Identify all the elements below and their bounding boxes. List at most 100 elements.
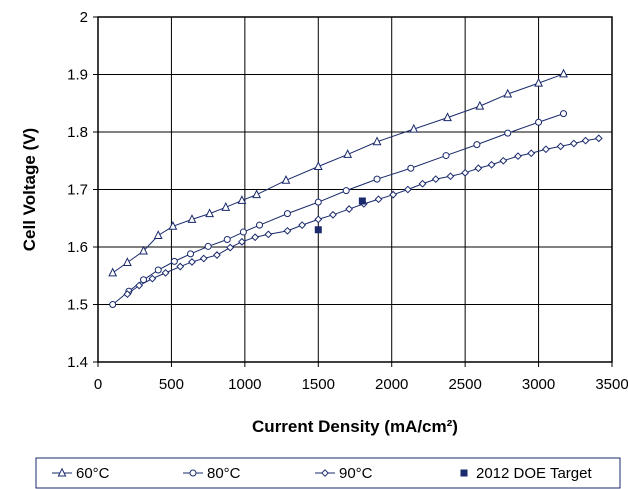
data-point	[148, 274, 157, 283]
y-tick-label: 1.6	[67, 239, 88, 256]
data-point	[431, 175, 440, 184]
data-point	[542, 145, 550, 154]
data-point	[123, 290, 132, 299]
y-tick-label: 1.8	[67, 124, 88, 141]
data-point	[204, 242, 212, 250]
series-90-c	[123, 134, 603, 299]
data-point	[559, 68, 568, 78]
data-point	[281, 174, 291, 184]
data-point	[514, 152, 522, 161]
series-line	[127, 137, 599, 295]
y-axis-title: Cell Voltage (V)	[20, 128, 39, 251]
data-point	[389, 190, 398, 199]
data-point	[153, 230, 163, 239]
legend-item-90-c: 90°C	[315, 465, 373, 482]
data-point	[499, 156, 508, 165]
data-point	[342, 187, 350, 195]
data-point	[556, 142, 565, 151]
data-point	[256, 221, 264, 229]
data-point	[283, 210, 291, 218]
y-tick-label: 2	[80, 9, 88, 26]
x-tick-label: 500	[159, 376, 184, 393]
data-point	[527, 149, 536, 158]
data-point	[535, 118, 543, 126]
legend-marker	[189, 469, 197, 477]
data-point	[252, 189, 262, 199]
x-tick-label: 1500	[302, 376, 335, 393]
data-point	[442, 152, 450, 160]
data-point	[314, 226, 322, 234]
data-point	[560, 110, 568, 118]
data-point	[122, 257, 132, 267]
data-point	[503, 88, 513, 98]
data-point	[343, 149, 353, 158]
legend-marker	[321, 469, 329, 477]
series-60-c	[108, 68, 568, 277]
data-point	[345, 205, 354, 213]
data-point	[170, 257, 178, 265]
data-point	[238, 237, 246, 246]
legend-item-2012-doe-target: 2012 DOE Target	[460, 465, 592, 482]
data-point	[213, 251, 221, 259]
legend-label: 90°C	[339, 465, 373, 482]
data-point	[358, 197, 366, 205]
legend-item-60-c: 60°C	[52, 465, 110, 482]
data-point	[108, 267, 118, 277]
data-point	[403, 185, 412, 194]
data-point	[461, 168, 470, 177]
series-2012-doe-target	[314, 197, 366, 234]
x-axis-title: Current Density (mA/cm²)	[252, 417, 458, 436]
legend-label: 2012 DOE Target	[476, 465, 592, 482]
data-point	[594, 134, 603, 143]
x-axis-ticks: 0 500 1000 1500 2000 2500 3000 3500	[94, 362, 628, 393]
x-tick-label: 1000	[228, 376, 261, 393]
series-layer	[108, 68, 603, 308]
series-line	[112, 73, 564, 274]
data-point	[199, 254, 208, 263]
y-tick-label: 1.7	[67, 182, 88, 199]
data-point	[409, 123, 419, 133]
data-point	[221, 202, 231, 211]
grid	[98, 17, 612, 362]
x-tick-label: 3500	[595, 376, 628, 393]
data-point	[139, 245, 148, 255]
x-tick-label: 3000	[522, 376, 555, 393]
data-point	[373, 175, 381, 183]
y-tick-label: 1.5	[67, 297, 88, 314]
data-point	[446, 172, 455, 181]
data-point	[534, 77, 543, 87]
y-tick-label: 1.9	[67, 67, 88, 84]
data-point	[581, 136, 590, 145]
data-point	[473, 141, 481, 149]
data-point	[188, 258, 196, 266]
data-point	[226, 243, 235, 252]
data-point	[487, 160, 496, 169]
data-point	[283, 226, 292, 235]
data-point	[187, 214, 197, 223]
data-point	[205, 208, 215, 218]
data-point	[187, 250, 195, 258]
series-line	[112, 113, 564, 305]
data-point	[223, 236, 231, 244]
data-point	[168, 220, 178, 230]
data-point	[314, 215, 323, 224]
data-point	[154, 266, 162, 274]
data-point	[239, 228, 247, 236]
data-point	[443, 112, 452, 122]
y-axis-ticks: 1.4 1.5 1.6 1.7 1.8 1.9 2	[67, 9, 98, 371]
data-point	[374, 195, 383, 204]
data-point	[504, 129, 512, 137]
data-point	[329, 210, 337, 219]
data-point	[264, 230, 273, 239]
legend-marker	[57, 467, 67, 477]
data-point	[251, 233, 260, 242]
data-point	[372, 136, 382, 146]
series-80-c	[109, 110, 568, 308]
data-point	[407, 164, 415, 172]
data-point	[569, 139, 578, 148]
data-point	[474, 164, 483, 173]
x-tick-label: 2000	[375, 376, 408, 393]
legend: 60°C 80°C 90°C 2012 DOE Target	[35, 457, 621, 489]
plot-area-border	[97, 16, 613, 363]
